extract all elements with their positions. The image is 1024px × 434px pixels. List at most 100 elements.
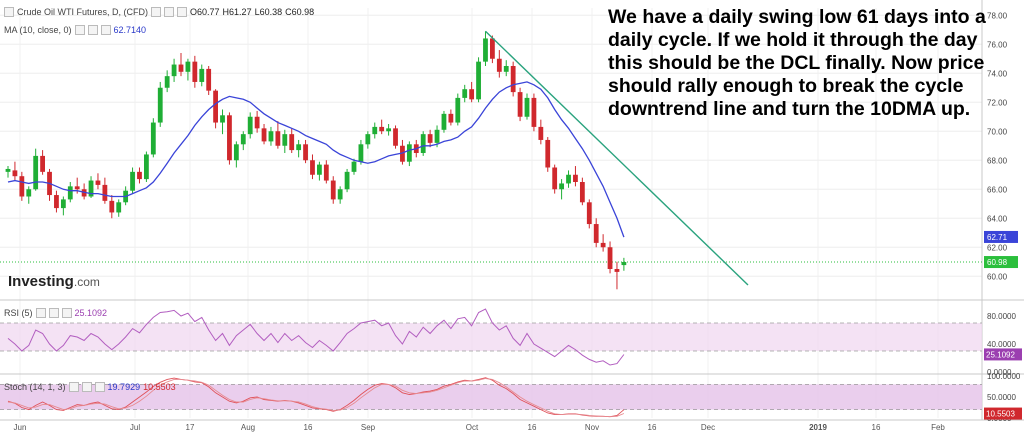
- candle-body: [26, 189, 32, 197]
- high-value: H61.27: [222, 7, 252, 17]
- x-tick-label: 17: [186, 423, 195, 432]
- candle-body: [296, 144, 302, 151]
- brand-logo: Investing.com: [8, 273, 100, 290]
- candle-body: [220, 115, 225, 123]
- stoch-last-badge: 10.5503: [986, 410, 1015, 419]
- x-tick-label: Jun: [14, 423, 27, 432]
- y-tick-label: 74.00: [987, 69, 1008, 78]
- rsi-line: [7, 308, 625, 366]
- candle-body: [365, 134, 371, 145]
- candle-body: [233, 144, 239, 161]
- y-tick-label: 70.00: [987, 127, 1008, 136]
- candle-body: [19, 176, 25, 197]
- stoch-title: Stoch (14, 1, 3): [4, 382, 66, 392]
- rsi-legend: RSI (5) 25.1092: [4, 308, 107, 318]
- x-tick-label: 16: [872, 423, 881, 432]
- candle-body: [12, 170, 18, 177]
- stoch-band: [0, 384, 982, 410]
- ma-value: 62.7140: [113, 25, 147, 35]
- rsi-settings-icon[interactable]: [35, 308, 46, 318]
- stoch-close-icon[interactable]: [94, 382, 105, 392]
- close-value: C60.98: [285, 7, 315, 17]
- candle-body: [344, 171, 350, 190]
- candle-body: [531, 97, 537, 127]
- rsi-y-tick-label: 40.0000: [987, 340, 1016, 349]
- x-tick-label: Feb: [931, 423, 945, 432]
- candle-body: [406, 144, 412, 162]
- eye-icon[interactable]: [164, 7, 175, 17]
- y-tick-label: 66.00: [987, 185, 1008, 194]
- candle-body: [538, 126, 544, 140]
- candle-body: [317, 164, 322, 175]
- y-tick-label: 78.00: [987, 11, 1008, 20]
- x-tick-label: Aug: [241, 423, 255, 432]
- stoch-k-line: [7, 377, 625, 418]
- ma-price-badge-bg: [984, 230, 1018, 243]
- ma-close-icon[interactable]: [100, 25, 111, 35]
- rsi-y-tick-label: 0.0000: [987, 368, 1012, 377]
- open-value: O60.77: [190, 7, 220, 17]
- candle-body: [33, 155, 39, 190]
- ma-settings-icon[interactable]: [74, 25, 85, 35]
- stoch-badge-bg: [984, 407, 1022, 420]
- candle-body: [400, 145, 405, 162]
- candle-body: [74, 186, 80, 190]
- ma-eye-icon[interactable]: [87, 25, 98, 35]
- candle-body: [490, 38, 495, 59]
- candle-body: [192, 61, 198, 82]
- ma-title: MA (10, close, 0): [4, 25, 72, 35]
- candle-body: [116, 202, 122, 213]
- collapse-icon[interactable]: [4, 7, 14, 17]
- close-icon[interactable]: [177, 7, 188, 17]
- last-price-badge: 60.98: [987, 258, 1008, 267]
- candle-body: [434, 129, 440, 143]
- candle-body: [351, 161, 357, 172]
- candle-body: [247, 116, 253, 135]
- candle-body: [476, 61, 481, 100]
- candle-body: [95, 180, 101, 185]
- x-tick-label: Jul: [130, 423, 140, 432]
- candle-body: [185, 61, 191, 72]
- candle-body: [109, 200, 115, 213]
- candle-body: [393, 128, 398, 146]
- candle-body: [337, 189, 343, 200]
- main-legend: Crude Oil WTI Futures, D, (CFD) O60.77 H…: [4, 7, 314, 17]
- stoch-eye-icon[interactable]: [81, 382, 92, 392]
- x-tick-label: 16: [648, 423, 657, 432]
- candle-body: [150, 122, 156, 155]
- rsi-band: [0, 323, 982, 351]
- candle-body: [496, 58, 502, 72]
- candle-body: [102, 184, 108, 201]
- candle-body: [462, 89, 468, 98]
- candle-body: [586, 202, 592, 225]
- rsi-y-tick-label: 80.0000: [987, 312, 1016, 321]
- candle-body: [213, 90, 218, 123]
- rsi-close-icon[interactable]: [61, 308, 72, 318]
- rsi-eye-icon[interactable]: [48, 308, 59, 318]
- x-tick-label: Dec: [701, 423, 715, 432]
- stoch-d-line: [7, 378, 625, 418]
- candle-body: [448, 113, 454, 123]
- candle-body: [227, 115, 232, 161]
- candle-body: [455, 97, 461, 123]
- candle-body: [441, 113, 447, 130]
- symbol-title: Crude Oil WTI Futures, D, (CFD): [17, 7, 149, 17]
- candle-body: [330, 180, 336, 200]
- stoch-settings-icon[interactable]: [68, 382, 79, 392]
- candle-body: [275, 131, 281, 146]
- candle-body: [130, 171, 135, 191]
- candle-body: [60, 199, 66, 209]
- candle-body: [386, 128, 391, 132]
- candle-body: [206, 68, 212, 91]
- candle-body: [178, 64, 184, 72]
- x-tick-label: 16: [528, 423, 537, 432]
- y-tick-label: 64.00: [987, 214, 1008, 223]
- candle-body: [607, 247, 613, 269]
- settings-icon[interactable]: [151, 7, 162, 17]
- candle-body: [503, 66, 509, 72]
- x-tick-label: Sep: [361, 423, 376, 432]
- y-tick-label: 68.00: [987, 156, 1008, 165]
- ma-legend: MA (10, close, 0) 62.7140: [4, 25, 146, 35]
- candle-body: [372, 126, 378, 135]
